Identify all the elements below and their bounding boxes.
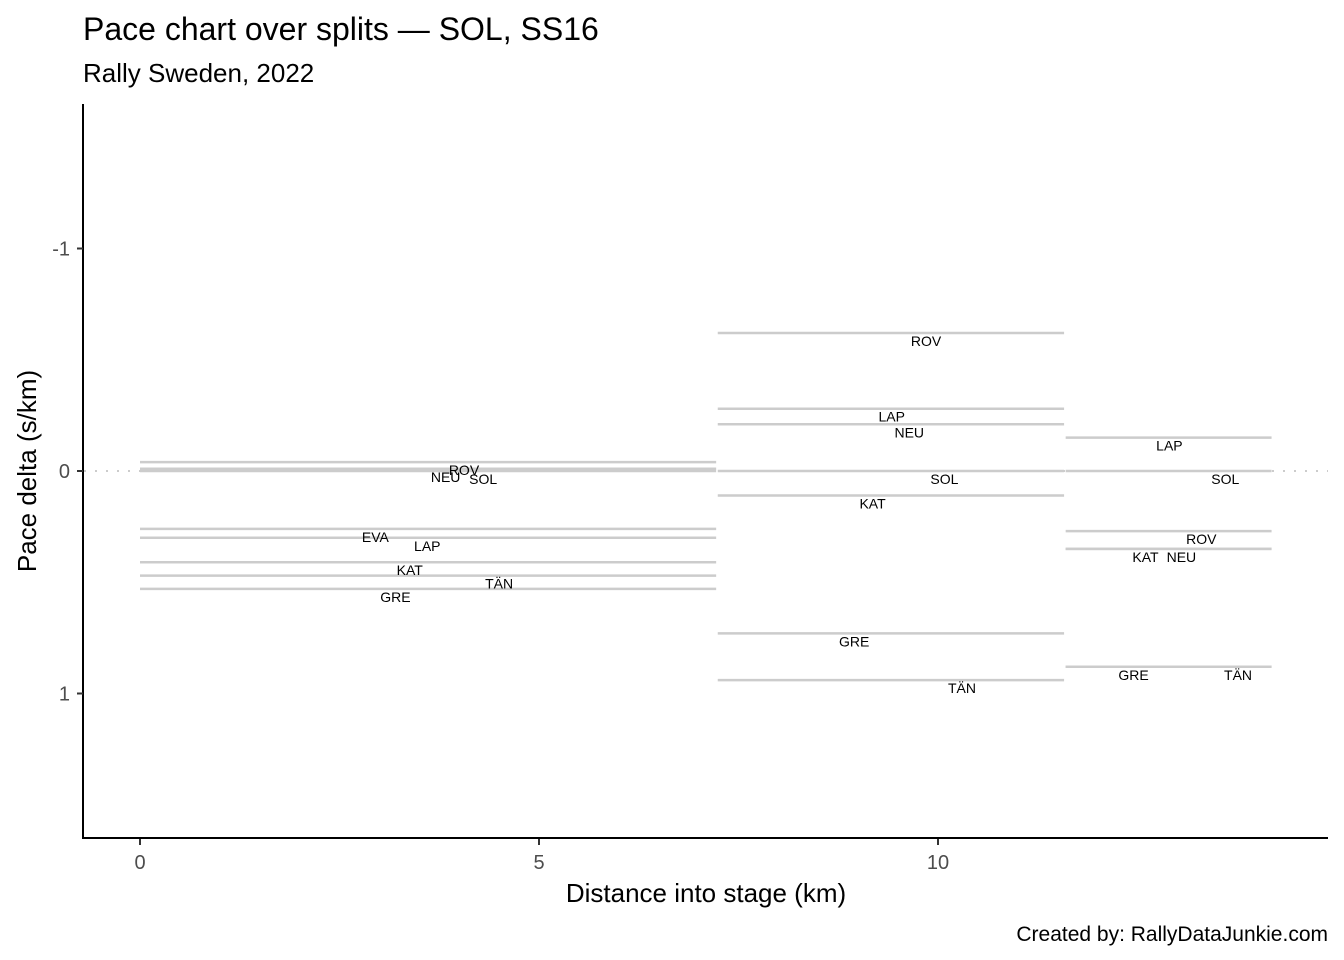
x-axis-ticks: 0 5 10 bbox=[134, 839, 949, 874]
driver-label: KAT bbox=[397, 562, 424, 578]
y-axis-title: Pace delta (s/km) bbox=[12, 370, 42, 572]
y-axis-ticks: -1 0 1 bbox=[52, 239, 83, 706]
driver-label: TÄN bbox=[485, 576, 513, 592]
split-segments bbox=[140, 331, 1272, 682]
x-tick-label: 5 bbox=[533, 852, 544, 874]
chart-title: Pace chart over splits — SOL, SS16 bbox=[83, 11, 599, 47]
driver-label: TÄN bbox=[948, 680, 976, 696]
driver-label: EVA bbox=[362, 529, 390, 545]
chart-subtitle: Rally Sweden, 2022 bbox=[83, 58, 314, 88]
driver-label: KAT bbox=[859, 495, 886, 511]
driver-label: GRE bbox=[380, 589, 410, 605]
x-axis-title: Distance into stage (km) bbox=[566, 878, 846, 908]
driver-label: SOL bbox=[1211, 471, 1239, 487]
driver-label: LAP bbox=[414, 538, 440, 554]
driver-label: ROV bbox=[911, 333, 942, 349]
driver-label: LAP bbox=[1156, 438, 1182, 454]
y-tick-label: -1 bbox=[52, 239, 70, 261]
driver-label: GRE bbox=[839, 633, 869, 649]
y-tick-label: 1 bbox=[59, 684, 70, 706]
driver-label: SOL bbox=[469, 471, 497, 487]
x-tick-label: 0 bbox=[134, 852, 145, 874]
driver-label: TÄN bbox=[1224, 667, 1252, 683]
driver-label: LAP bbox=[878, 409, 904, 425]
driver-label: ROV bbox=[1186, 531, 1217, 547]
chart-caption: Created by: RallyDataJunkie.com bbox=[1016, 923, 1328, 946]
driver-label: KAT bbox=[1132, 549, 1159, 565]
x-tick-label: 10 bbox=[927, 852, 949, 874]
driver-label: NEU bbox=[1167, 549, 1197, 565]
driver-label: NEU bbox=[894, 424, 924, 440]
driver-label: ROV bbox=[449, 462, 480, 478]
driver-label: SOL bbox=[930, 471, 958, 487]
driver-label: GRE bbox=[1118, 667, 1148, 683]
y-tick-label: 0 bbox=[59, 461, 70, 483]
driver-label: NEU bbox=[431, 469, 461, 485]
